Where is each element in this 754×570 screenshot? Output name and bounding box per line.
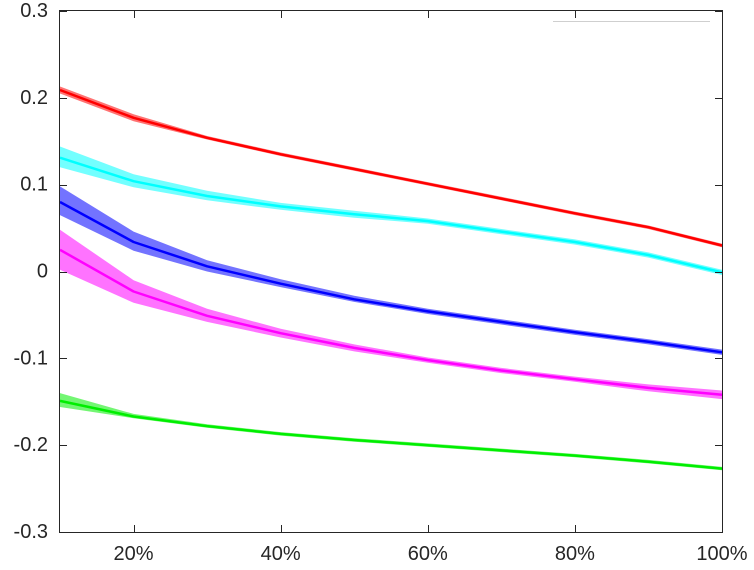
x-tick-label: 20% — [114, 543, 154, 565]
y-tick-label: 0.1 — [20, 174, 48, 196]
series-4-band — [60, 229, 722, 400]
series-3-line — [59, 200, 723, 354]
confidence-bands — [60, 86, 722, 471]
y-tick-label: -0.3 — [14, 521, 48, 543]
series-3-band — [60, 186, 722, 355]
x-tick-label: 80% — [555, 543, 595, 565]
x-tick-label: 40% — [261, 543, 301, 565]
y-axis-tick-labels: -0.3 -0.2 -0.1 0 0.1 0.2 0.3 — [14, 0, 48, 543]
y-tick-label: 0.2 — [20, 87, 48, 109]
series-lines — [59, 88, 723, 470]
y-tick-label: 0 — [37, 261, 48, 283]
x-tick-label: 100% — [696, 543, 747, 565]
series-1-line — [59, 88, 723, 247]
y-tick-label: -0.2 — [14, 434, 48, 456]
series-4-line — [59, 248, 723, 397]
x-axis-tick-labels: 20% 40% 60% 80% 100% — [114, 543, 748, 565]
series-2-line — [59, 156, 723, 274]
plot-area-frame — [59, 10, 723, 533]
series-5-line — [59, 399, 723, 470]
y-tick-label: -0.1 — [14, 347, 48, 369]
x-tick-label: 60% — [408, 543, 448, 565]
axis-ticks — [60, 11, 723, 533]
y-tick-label: 0.3 — [20, 0, 48, 22]
